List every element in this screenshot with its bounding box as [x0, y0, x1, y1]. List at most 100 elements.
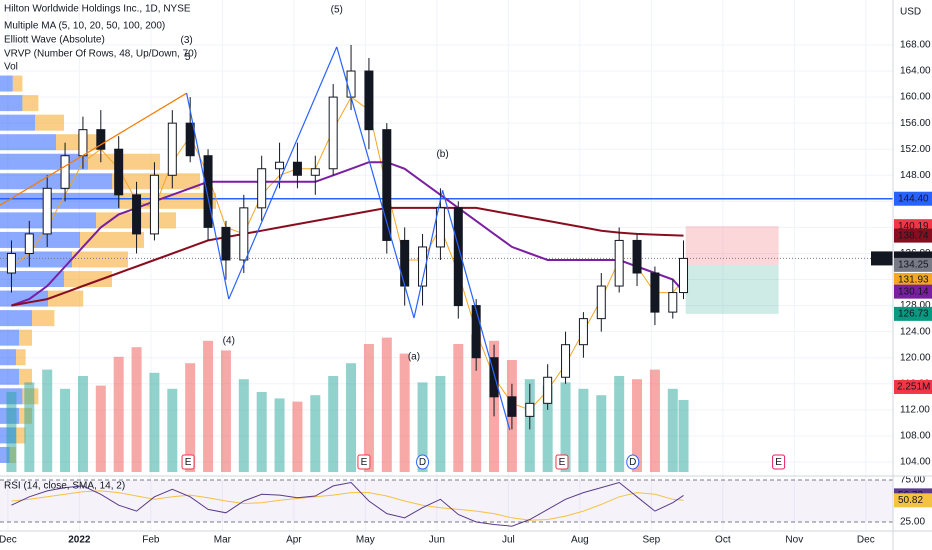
x-tick-label: 2022 [68, 535, 91, 546]
volume-bar [649, 369, 660, 472]
volume-bar [256, 392, 267, 472]
y-tick-label: 148.00 [900, 170, 931, 181]
volume-bar [274, 398, 285, 472]
candle-body [257, 168, 267, 209]
indicator-label: VRVP (Number Of Rows, 48, Up/Down, 70) [4, 49, 197, 60]
candle-body [596, 285, 606, 320]
volume-bar [578, 388, 589, 472]
event-label: E [185, 457, 192, 468]
y-tick-label: 108.00 [900, 431, 931, 442]
candle-body [668, 292, 678, 313]
profile-down [64, 271, 112, 288]
x-tick-label: Jul [502, 535, 515, 546]
profile-down [80, 231, 144, 248]
candle-body [185, 122, 195, 157]
candle-body [679, 257, 689, 294]
candle-body [42, 187, 52, 235]
volume-bar [632, 379, 643, 472]
symbol-badge-label: HLT [874, 253, 892, 264]
profile-down [16, 427, 26, 444]
profile-down [72, 251, 128, 268]
candle-body [149, 174, 159, 235]
event-label: E [775, 457, 782, 468]
candle-body [382, 129, 392, 241]
volume-bar [238, 379, 249, 472]
volume-bar [417, 382, 428, 472]
price-badge [894, 257, 932, 272]
candle-body [96, 129, 106, 150]
x-tick-label: May [356, 535, 375, 546]
event-label: E [361, 457, 368, 468]
candle-body [346, 70, 356, 98]
y-tick-label: 168.00 [900, 40, 931, 51]
event-marker [357, 454, 371, 470]
target-zone [685, 264, 779, 314]
candle-body [400, 239, 410, 287]
volume-badge-label: 2.251M [897, 382, 930, 393]
y-tick-label: 120.00 [900, 352, 931, 363]
wave-line [441, 190, 511, 431]
candle-body [418, 246, 428, 287]
price-badge [894, 228, 932, 243]
profile-up [0, 153, 88, 170]
x-tick-label: Nov [785, 535, 803, 546]
y-tick-label: 152.00 [900, 144, 931, 155]
profile-down [19, 368, 32, 385]
x-tick-label: Dec [0, 535, 17, 546]
wave-label: (b) [436, 149, 448, 160]
volume-badge [894, 379, 932, 394]
x-tick-label: Sep [642, 535, 660, 546]
profile-up [0, 368, 20, 385]
volume-bar [60, 388, 71, 472]
rsi-tick-label: 25.00 [900, 517, 925, 528]
wave-label: (4) [223, 336, 235, 347]
volume-bar [542, 385, 553, 472]
axes: 104.00108.00112.00116.00120.00124.00128.… [0, 40, 932, 546]
candle-body [435, 207, 445, 248]
profile-up [0, 310, 32, 327]
volume-bar [220, 350, 231, 472]
volume-bar [435, 376, 446, 472]
price-badge-label: 144.40 [898, 193, 929, 204]
wave-minor-label: 5 [185, 52, 191, 63]
price-badge [894, 272, 932, 287]
volume-bar [596, 395, 607, 472]
profile-down [32, 310, 55, 327]
indicator-label: Elliott Wave (Absolute) [4, 35, 105, 46]
volume-bar [328, 376, 339, 472]
symbol-badge [871, 251, 893, 266]
wave-label: (a) [408, 352, 420, 363]
profile-up [0, 329, 20, 346]
price-badge [894, 284, 932, 299]
currency-label: USD [900, 7, 921, 18]
position-tool [685, 226, 779, 314]
moving-average [11, 161, 685, 307]
profile-down [16, 349, 26, 366]
rsi-band [0, 480, 893, 523]
x-tick-label: Mar [214, 535, 232, 546]
event-label: D [629, 457, 636, 468]
candle-body [543, 376, 553, 404]
event-marker [416, 454, 430, 470]
profile-up [0, 114, 36, 131]
event-label: E [559, 457, 566, 468]
volume-bar [399, 353, 410, 472]
event-label: D [419, 457, 426, 468]
price-badge-label: 130.14 [898, 286, 929, 297]
price-pane: (3) (4) (5) (a) (b) 5 E E D E D E [0, 5, 893, 470]
event-marker [772, 454, 786, 470]
stop-zone [685, 226, 779, 265]
volume-bar [24, 382, 35, 472]
wave-label: (5) [331, 5, 343, 16]
price-badge-label: 140.19 [898, 221, 929, 232]
candle-body [114, 148, 124, 196]
wave-line-orange [0, 92, 187, 206]
y-tick-label: 156.00 [900, 118, 931, 129]
profile-up [0, 75, 13, 92]
y-tick-label: 104.00 [900, 457, 931, 468]
y-tick-label: 164.00 [900, 66, 931, 77]
volume-bar [167, 388, 178, 472]
candle-body [364, 70, 374, 131]
candle-body [561, 344, 571, 378]
